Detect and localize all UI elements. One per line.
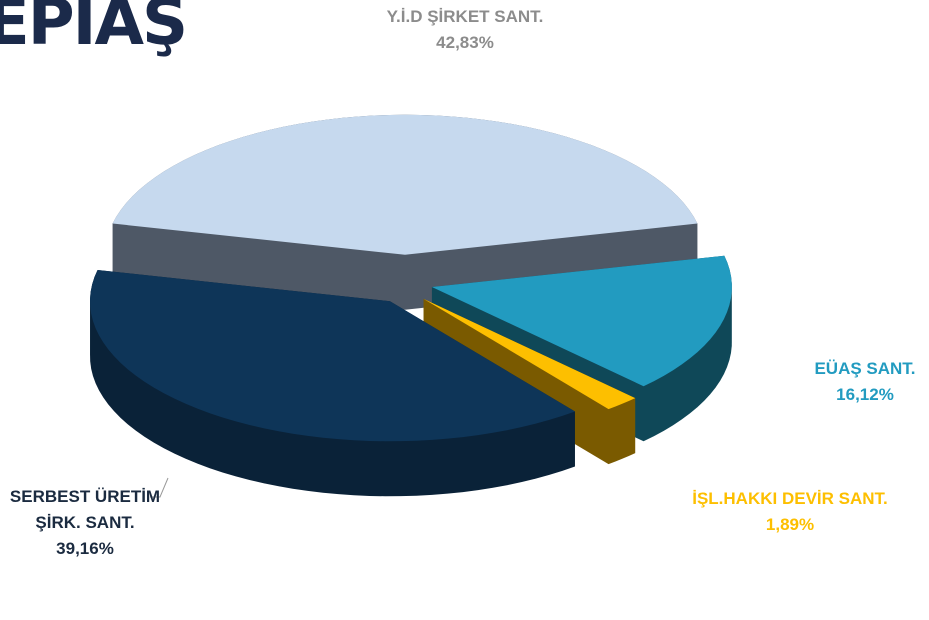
slice: [112, 114, 698, 255]
value-label: 39,16%: [56, 539, 114, 558]
slice: [90, 270, 575, 442]
slice-label: Y.İ.D ŞİRKET SANT. 42,83%: [365, 4, 565, 56]
slice: [423, 298, 636, 410]
slice-label: EÜAŞ SANT. 16,12%: [790, 356, 929, 408]
category-label: EÜAŞ SANT.: [814, 359, 916, 378]
value-label: 42,83%: [436, 33, 494, 52]
slice-label: SERBEST ÜRETİM ŞİRK. SANT. 39,16%: [0, 484, 170, 562]
value-label: 16,12%: [836, 385, 894, 404]
category-label: SERBEST ÜRETİM ŞİRK. SANT.: [9, 487, 161, 532]
category-label: İŞL.HAKKI DEVİR SANT.: [692, 489, 888, 508]
slice-label: İŞL.HAKKI DEVİR SANT. 1,89%: [640, 486, 929, 538]
leader-line: [150, 477, 169, 498]
slice: [431, 255, 732, 387]
value-label: 1,89%: [765, 515, 815, 534]
slice-side: [423, 298, 636, 465]
logo: EPIAŞ: [0, 0, 188, 60]
category-label: Y.İ.D ŞİRKET SANT.: [386, 7, 544, 26]
